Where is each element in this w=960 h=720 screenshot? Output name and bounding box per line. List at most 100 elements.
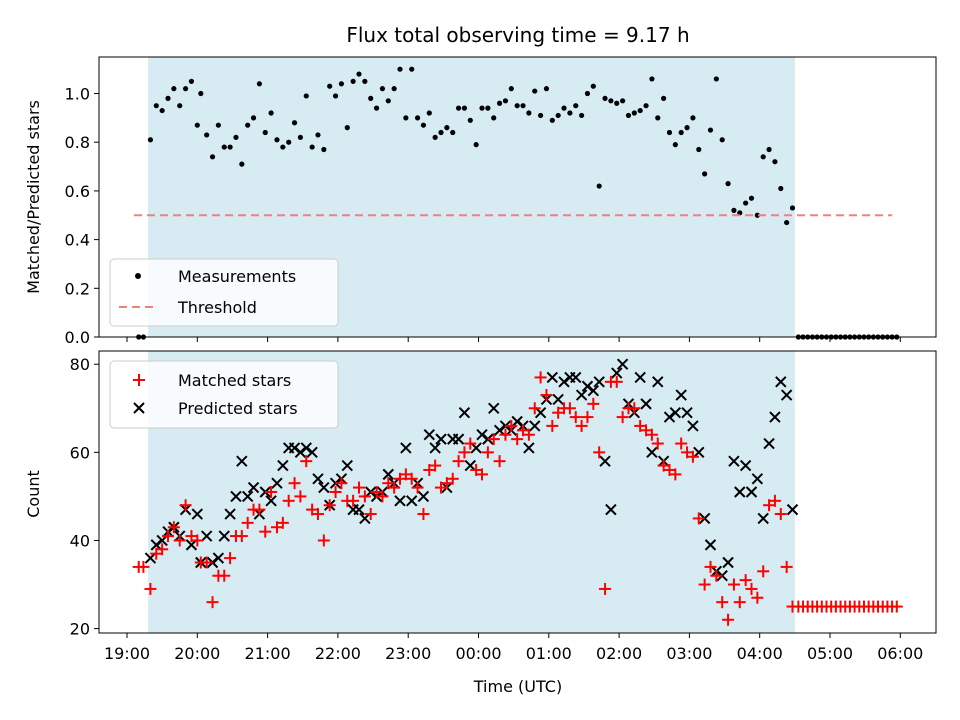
predicted-point	[634, 371, 646, 384]
measurement-point	[520, 103, 526, 109]
chart-title: Flux total observing time = 9.17 h	[346, 23, 689, 47]
measurement-point	[702, 171, 708, 177]
measurement-point	[420, 122, 427, 128]
measurement-point	[397, 66, 403, 72]
matched-point	[716, 596, 729, 609]
predicted-point	[704, 539, 717, 551]
measurement-point	[579, 112, 585, 119]
measurement-point	[432, 134, 438, 140]
top-y-tick-label: 0.8	[65, 133, 90, 152]
matched-point	[464, 437, 477, 450]
matched-point	[493, 455, 506, 468]
measurement-point	[221, 144, 227, 150]
bottom-marks	[132, 358, 903, 626]
measurement-point	[696, 146, 702, 153]
x-tick-label: 22:00	[315, 644, 361, 663]
measurement-point	[725, 181, 731, 187]
matched-point	[675, 437, 688, 450]
bottom-frame	[98, 350, 937, 634]
matched-point	[364, 508, 377, 521]
measurement-point	[444, 125, 450, 131]
matched-point	[780, 560, 793, 573]
measurement-point	[350, 78, 356, 84]
predicted-point	[394, 495, 406, 507]
measurement-point	[649, 76, 655, 82]
matched-point	[768, 494, 781, 507]
predicted-point	[185, 539, 198, 551]
measurement-point	[537, 112, 544, 119]
measurement-point	[672, 142, 678, 148]
top-y-tick-label: 0.4	[65, 231, 90, 250]
measurement-point	[508, 86, 514, 92]
predicted-point	[429, 442, 441, 454]
measurement-point	[789, 205, 796, 211]
predicted-point	[230, 490, 242, 503]
predicted-point	[400, 442, 412, 454]
matched-point	[727, 578, 740, 591]
matched-point	[323, 499, 336, 512]
bottom-y-tick-label: 60	[70, 443, 90, 462]
predicted-point	[224, 508, 236, 520]
measurement-point	[450, 129, 456, 136]
measurement-point	[227, 144, 233, 150]
measurement-point	[327, 83, 333, 89]
predicted-point	[786, 503, 799, 516]
measurement-point	[286, 139, 292, 145]
measurement-point	[655, 115, 661, 121]
predicted-point	[359, 512, 371, 525]
measurement-point	[297, 134, 304, 140]
measurement-point	[473, 142, 479, 148]
measurement-point	[549, 117, 555, 123]
measurement-point	[543, 86, 550, 92]
legend-marker-matched	[133, 374, 145, 386]
measurement-point	[602, 95, 608, 101]
measurement-point	[502, 98, 509, 104]
predicted-point	[382, 468, 394, 481]
matched-point	[757, 565, 770, 578]
measurement-point	[784, 219, 790, 226]
predicted-point	[681, 406, 693, 419]
measurement-point	[455, 105, 462, 111]
predicted-point	[288, 442, 301, 454]
matched-point	[751, 591, 764, 604]
matched-point	[162, 530, 175, 543]
matched-point	[511, 433, 524, 446]
predicted-point	[745, 486, 758, 498]
matched-point	[288, 477, 301, 490]
predicted-point	[156, 534, 168, 547]
predicted-point	[593, 376, 605, 388]
legend-marker-predicted	[133, 402, 145, 414]
predicted-point	[675, 389, 687, 401]
predicted-point	[546, 371, 559, 384]
measurement-point	[731, 207, 737, 213]
matched-point	[546, 419, 559, 432]
measurement-point	[590, 83, 596, 89]
matched-point	[376, 490, 389, 503]
x-tick-label: 03:00	[666, 644, 712, 663]
measurement-point	[678, 129, 684, 136]
matched-point	[645, 428, 658, 441]
measurement-point	[567, 110, 573, 116]
top-x-tick-marks	[126, 337, 901, 342]
predicted-point	[464, 459, 477, 472]
predicted-point	[652, 376, 664, 388]
measurement-point	[608, 98, 614, 104]
measurement-point	[268, 110, 274, 116]
matched-point	[890, 600, 903, 613]
measurement-point	[438, 129, 444, 136]
measurement-point	[256, 81, 262, 87]
predicted-point	[605, 503, 617, 516]
measurement-point	[491, 115, 497, 121]
predicted-point	[757, 512, 769, 525]
measurement-point	[684, 125, 690, 131]
matched-point	[704, 560, 717, 573]
measurement-point	[391, 86, 397, 92]
matched-point	[156, 543, 169, 556]
matched-point	[352, 481, 365, 494]
matched-point	[167, 521, 180, 534]
x-tick-label: 04:00	[737, 644, 783, 663]
measurement-point	[754, 212, 760, 218]
measurement-point	[291, 120, 298, 126]
bottom-y-tick-label: 40	[70, 531, 90, 550]
predicted-point	[728, 455, 740, 467]
